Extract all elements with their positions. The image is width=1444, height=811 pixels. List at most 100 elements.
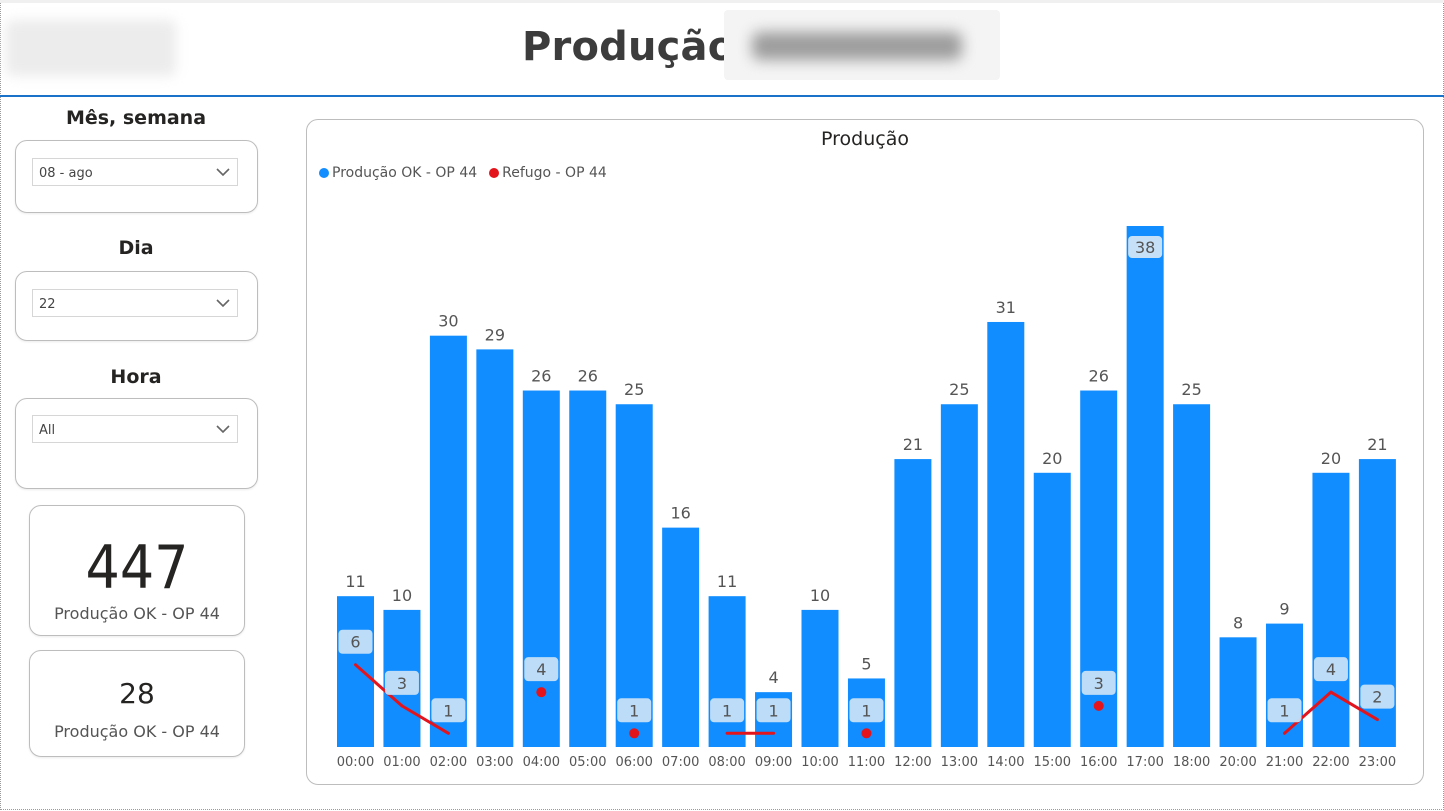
bar-data-label: 31 <box>996 298 1016 317</box>
scrap-data-label: 1 <box>629 701 639 720</box>
bar-production-ok[interactable] <box>569 390 607 747</box>
x-tick-label: 22:00 <box>1312 755 1349 770</box>
bar-data-label-pill <box>1128 236 1163 258</box>
bar-data-label: 9 <box>1279 600 1289 619</box>
chart-legend: Produção OK - OP 44 Refugo - OP 44 <box>319 165 613 181</box>
bar-data-label: 26 <box>578 367 598 386</box>
bar-production-ok[interactable] <box>940 404 978 747</box>
x-tick-label: 09:00 <box>755 755 792 770</box>
bar-data-label: 26 <box>531 367 551 386</box>
slicer-title-hour: Hora <box>110 366 162 388</box>
x-tick-label: 11:00 <box>848 755 885 770</box>
production-bar-chart: 1100:001001:003002:002903:002604:002605:… <box>337 226 1396 770</box>
day-value: 22 <box>39 297 56 312</box>
scrap-point <box>536 687 547 698</box>
scrap-point <box>629 728 640 739</box>
bar-production-ok[interactable] <box>476 349 514 747</box>
x-tick-label: 01:00 <box>383 755 420 770</box>
day-dropdown[interactable]: 22 <box>32 289 238 317</box>
bar-data-label: 20 <box>1042 449 1062 468</box>
bar-production-ok[interactable] <box>1126 226 1164 747</box>
kpi-label: Produção OK - OP 44 <box>54 722 220 741</box>
bar-data-label: 16 <box>670 504 690 523</box>
bar-production-ok[interactable] <box>429 335 467 747</box>
plant-name-redacted <box>724 10 1000 80</box>
bar-production-ok[interactable] <box>708 596 746 747</box>
bar-production-ok[interactable] <box>1312 472 1350 747</box>
bar-data-label: 4 <box>768 668 778 687</box>
x-tick-label: 13:00 <box>941 755 978 770</box>
legend-item-production-ok[interactable]: Produção OK - OP 44 <box>319 165 477 181</box>
bar-data-label: 21 <box>903 435 923 454</box>
x-tick-label: 15:00 <box>1034 755 1071 770</box>
bar-production-ok[interactable] <box>987 321 1025 747</box>
scrap-data-label: 1 <box>443 701 453 720</box>
bar-production-ok[interactable] <box>337 596 374 747</box>
kpi-value: 447 <box>85 533 189 603</box>
scrap-data-label-pill <box>431 698 466 723</box>
x-tick-label: 00:00 <box>337 755 374 770</box>
scrap-data-label: 1 <box>1279 701 1289 720</box>
scrap-data-label: 1 <box>722 701 732 720</box>
month-week-dropdown[interactable]: 08 - ago <box>32 158 238 186</box>
bar-data-label: 8 <box>1233 613 1243 632</box>
kpi-value: 28 <box>119 677 155 710</box>
bar-data-label: 29 <box>485 325 505 344</box>
bar-production-ok[interactable] <box>1173 404 1211 747</box>
scrap-line-segment <box>1283 690 1333 735</box>
bar-data-label: 11 <box>345 572 365 591</box>
slicer-title-month-week: Mês, semana <box>65 107 207 129</box>
scrap-point <box>861 728 872 739</box>
scrap-line-segment <box>400 704 450 735</box>
x-tick-label: 23:00 <box>1359 755 1396 770</box>
scrap-data-label: 1 <box>861 701 871 720</box>
x-tick-label: 20:00 <box>1219 755 1256 770</box>
bar-data-label: 11 <box>717 572 737 591</box>
bar-data-label: 10 <box>392 586 412 605</box>
scrap-data-label: 3 <box>1094 674 1104 693</box>
legend-dot-icon <box>489 168 500 178</box>
bar-data-label: 21 <box>1367 435 1387 454</box>
scrap-data-label: 2 <box>1372 688 1382 707</box>
scrap-data-label-pill <box>756 698 791 723</box>
hour-value: All <box>39 423 56 438</box>
x-tick-label: 10:00 <box>801 755 838 770</box>
bar-production-ok[interactable] <box>662 527 700 747</box>
x-tick-label: 02:00 <box>430 755 467 770</box>
slicer-hour: All <box>15 398 258 489</box>
scrap-data-label: 4 <box>536 660 546 679</box>
x-tick-label: 04:00 <box>523 755 560 770</box>
bar-production-ok[interactable] <box>1033 472 1071 747</box>
x-tick-label: 03:00 <box>476 755 513 770</box>
scrap-data-label-pill <box>1267 698 1302 723</box>
scrap-line-segment <box>1329 690 1379 722</box>
bar-data-label: 26 <box>1089 367 1109 386</box>
slicer-title-day: Dia <box>118 237 154 259</box>
scrap-data-label: 1 <box>768 701 778 720</box>
legend-label: Produção OK - OP 44 <box>332 165 478 181</box>
bar-production-ok[interactable] <box>615 404 653 747</box>
scrap-data-label-pill <box>1081 670 1116 695</box>
slicer-day: 22 <box>15 271 258 341</box>
scrap-point <box>1093 700 1104 711</box>
bar-production-ok[interactable] <box>894 459 932 747</box>
hour-dropdown[interactable]: All <box>32 415 238 443</box>
page-title: Produção <box>522 24 736 70</box>
x-tick-label: 21:00 <box>1266 755 1303 770</box>
bar-data-label: 25 <box>624 380 644 399</box>
bar-data-label: 5 <box>861 654 871 673</box>
kpi-card-production-ok-secondary: 28 Produção OK - OP 44 <box>29 650 245 757</box>
x-tick-label: 17:00 <box>1126 755 1163 770</box>
x-tick-label: 14:00 <box>987 755 1024 770</box>
month-week-value: 08 - ago <box>39 166 93 181</box>
bar-production-ok[interactable] <box>801 609 839 747</box>
bar-production-ok[interactable] <box>1219 637 1257 747</box>
bar-production-ok[interactable] <box>1266 623 1303 747</box>
bar-data-label: 25 <box>1181 380 1201 399</box>
scrap-line-segment <box>354 663 404 708</box>
production-chart-card: Produção Produção OK - OP 44 Refugo - OP… <box>306 119 1424 785</box>
x-tick-label: 08:00 <box>708 755 745 770</box>
legend-item-scrap[interactable]: Refugo - OP 44 <box>489 165 607 181</box>
scrap-data-label-pill <box>849 698 884 723</box>
kpi-label: Produção OK - OP 44 <box>54 604 220 623</box>
